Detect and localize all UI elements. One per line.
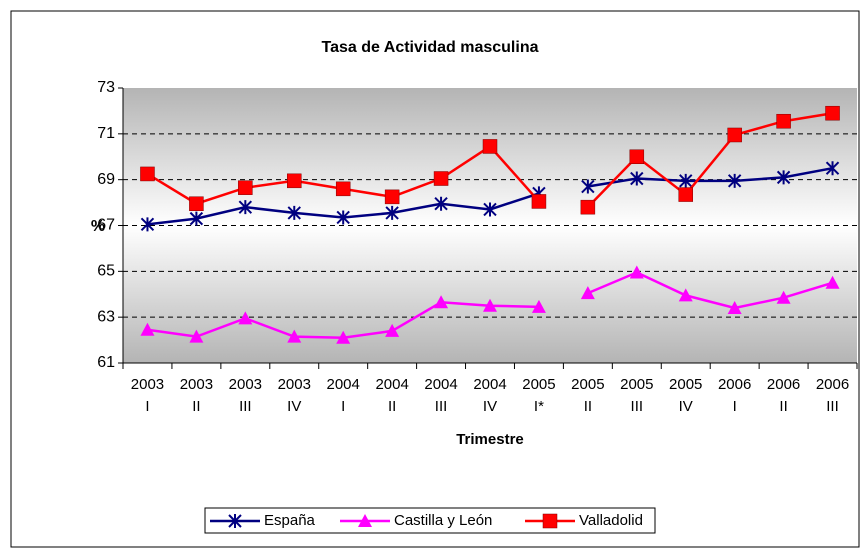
legend-box — [204, 507, 656, 534]
marker — [238, 311, 253, 325]
marker — [287, 329, 302, 343]
y-axis-title: % — [91, 218, 105, 235]
marker — [385, 323, 400, 337]
y-tick-label: 69 — [97, 171, 115, 188]
marker — [483, 298, 497, 312]
marker — [433, 171, 449, 186]
legend-marker — [542, 513, 558, 529]
x-tick-label: 2003 IV — [278, 376, 311, 415]
marker — [384, 189, 400, 205]
marker — [825, 161, 840, 176]
marker — [581, 179, 595, 194]
marker — [140, 217, 155, 232]
marker — [580, 199, 596, 215]
x-tick-label: 2006 II — [767, 376, 800, 415]
marker — [776, 290, 791, 304]
x-tick-label: 2005 IV — [669, 376, 702, 415]
marker — [483, 202, 497, 217]
x-tick-label: 2006 III — [816, 376, 849, 415]
marker — [434, 196, 448, 211]
marker — [825, 275, 840, 289]
marker — [727, 301, 742, 314]
y-tick-label: 67 — [97, 217, 115, 234]
y-tick-label: 65 — [97, 263, 115, 280]
x-tick-label: 2004 II — [375, 376, 408, 415]
marker — [238, 180, 253, 195]
y-tick-label: 63 — [97, 308, 115, 325]
marker — [287, 205, 301, 220]
marker — [580, 286, 595, 300]
marker — [531, 299, 546, 313]
marker — [679, 173, 693, 188]
marker — [385, 205, 399, 220]
legend-marker — [358, 514, 372, 527]
x-tick-label: 2003 I — [131, 376, 164, 415]
marker — [678, 187, 693, 202]
series-line — [587, 271, 833, 310]
x-tick-label: 2003 III — [229, 376, 262, 415]
marker — [189, 196, 204, 211]
marker — [678, 288, 693, 302]
marker — [727, 127, 742, 143]
marker — [482, 139, 498, 154]
marker — [825, 105, 840, 121]
marker — [189, 329, 204, 343]
marker — [336, 210, 350, 225]
marker — [287, 173, 302, 189]
marker — [531, 194, 547, 209]
marker — [336, 330, 351, 344]
legend-label: Valladolid — [579, 512, 643, 529]
marker — [727, 173, 742, 188]
marker — [335, 181, 351, 197]
series-line — [587, 166, 833, 188]
x-tick-label: 2006 I — [718, 376, 751, 415]
x-tick-label: 2005 III — [620, 376, 653, 415]
marker — [140, 322, 155, 336]
marker — [238, 200, 253, 215]
legend-marker — [228, 514, 242, 528]
x-axis-title: Trimestre — [456, 431, 524, 448]
marker — [629, 265, 644, 279]
marker — [776, 170, 791, 185]
marker — [434, 295, 449, 309]
marker — [140, 166, 155, 182]
x-tick-label: 2005 II — [571, 376, 604, 415]
series-line — [586, 111, 833, 209]
marker — [630, 171, 644, 186]
marker — [189, 211, 204, 226]
y-tick-label: 71 — [97, 125, 115, 142]
marker — [629, 149, 645, 164]
y-tick-label: 61 — [97, 354, 115, 371]
x-tick-label: 2004 III — [424, 376, 457, 415]
x-tick-label: 2004 IV — [473, 376, 506, 415]
marker — [776, 113, 791, 129]
legend-label: España — [264, 512, 316, 529]
y-tick-label: 73 — [97, 79, 115, 96]
chart-title: Tasa de Actividad masculina — [322, 39, 539, 56]
x-tick-label: 2003 II — [180, 376, 213, 415]
x-tick-label: 2005 I* — [522, 376, 555, 415]
legend-label: Castilla y León — [394, 512, 492, 529]
x-tick-label: 2004 I — [327, 376, 360, 415]
